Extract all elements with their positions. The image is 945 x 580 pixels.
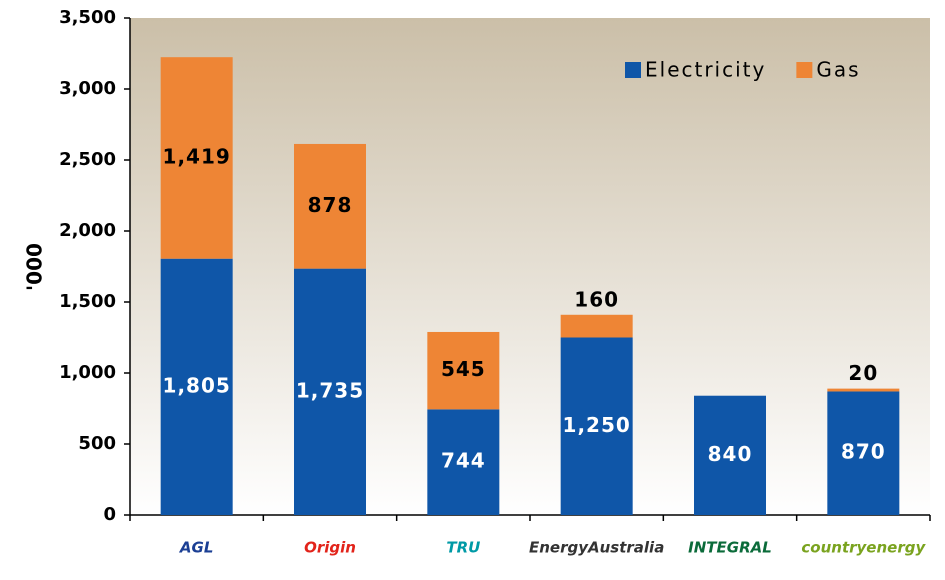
legend-label: Electricity xyxy=(645,58,766,82)
legend-swatch xyxy=(625,62,641,78)
data-label: 1,250 xyxy=(563,413,631,437)
data-label: 840 xyxy=(708,442,753,466)
bar-segment xyxy=(827,388,900,392)
legend-swatch xyxy=(796,62,813,78)
bar-segment xyxy=(294,268,366,515)
y-tick-label: 1,500 xyxy=(59,291,116,312)
x-tick-label: INTEGRAL xyxy=(688,539,772,557)
data-label: 1,735 xyxy=(296,378,364,402)
bar-segment xyxy=(160,57,233,259)
bar-segment xyxy=(294,143,366,269)
bar-segment xyxy=(560,314,633,338)
data-label: 744 xyxy=(441,449,486,473)
data-label: 20 xyxy=(848,361,878,385)
legend-label: Gas xyxy=(816,58,860,82)
y-tick-label: 1,000 xyxy=(59,362,116,383)
data-label: 878 xyxy=(308,193,353,217)
bar-segment xyxy=(560,337,633,515)
x-tick-label: Origin xyxy=(304,539,356,557)
bar-segment xyxy=(427,409,500,515)
y-tick-label: 3,500 xyxy=(59,7,116,28)
bar-segment xyxy=(160,258,233,515)
x-tick-label: AGL xyxy=(179,539,213,557)
y-tick-label: 3,000 xyxy=(59,78,116,99)
plot-area xyxy=(130,18,930,515)
bar-segment xyxy=(827,391,900,515)
data-label: 1,419 xyxy=(163,144,231,168)
data-label: 1,805 xyxy=(163,373,231,397)
data-label: 870 xyxy=(841,440,886,464)
y-tick-label: 2,000 xyxy=(59,220,116,241)
y-tick-label: 0 xyxy=(103,504,116,525)
y-tick-label: 500 xyxy=(78,433,116,454)
y-axis-label: '000 xyxy=(23,243,47,291)
data-label: 160 xyxy=(574,287,619,311)
x-tick-label: countryenergy xyxy=(801,539,926,557)
y-tick-label: 2,500 xyxy=(59,149,116,170)
bar-segment xyxy=(694,395,766,515)
data-label: 545 xyxy=(441,357,486,381)
x-tick-label: EnergyAustralia xyxy=(529,539,664,557)
bar-segment xyxy=(427,331,500,410)
x-tick-label: TRU xyxy=(446,539,480,557)
